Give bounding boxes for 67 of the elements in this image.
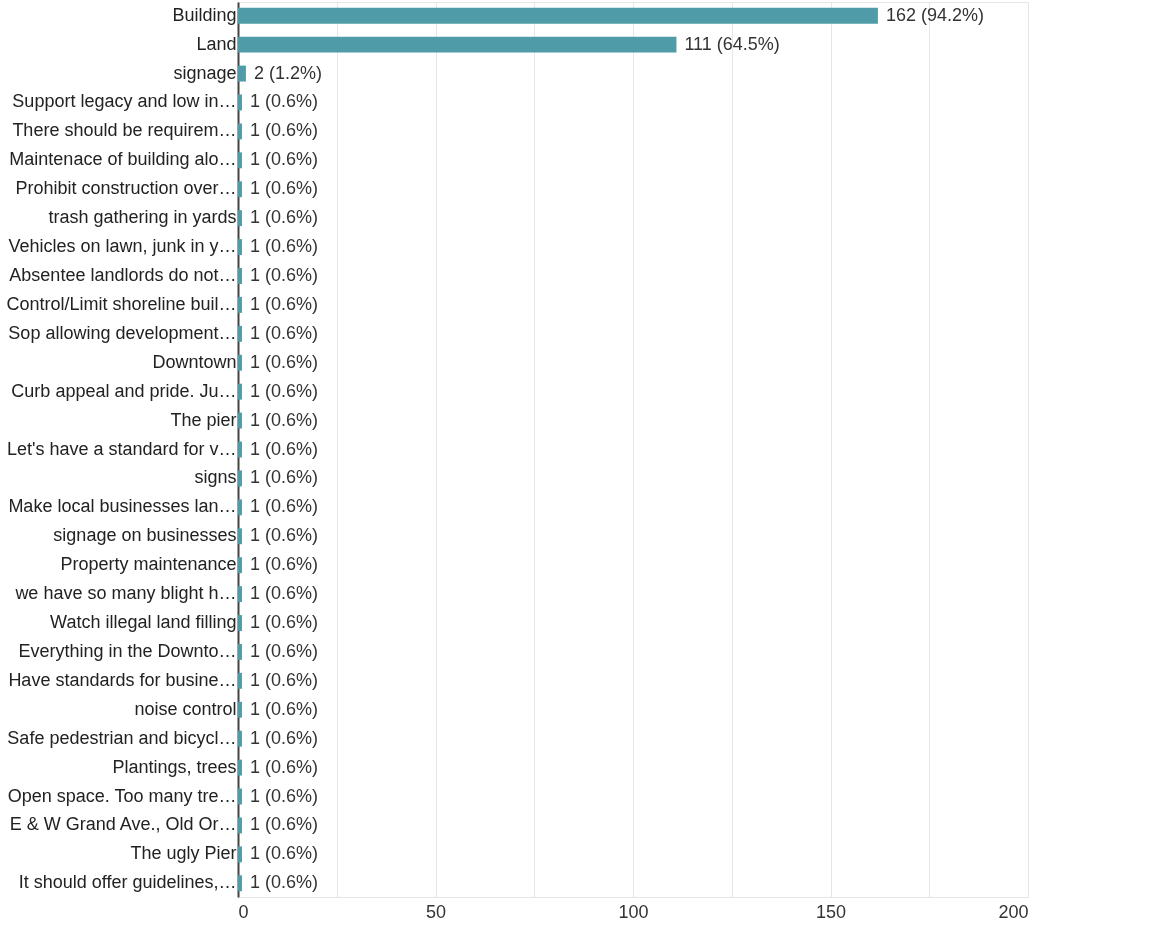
y-tick-label: trash gathering in yards: [48, 207, 237, 228]
y-tick-label: Safe pedestrian and bicycl…: [7, 727, 237, 748]
y-tick-label: Absentee landlords do not…: [9, 264, 237, 285]
y-tick-label: Curb appeal and pride. Ju…: [11, 380, 237, 401]
data-label: 1 (0.6%): [249, 264, 318, 285]
x-tick-label: 200: [998, 901, 1029, 922]
data-label: 1 (0.6%): [249, 467, 318, 488]
data-label: 1 (0.6%): [249, 640, 318, 661]
x-tick-label: 100: [618, 901, 649, 922]
data-label: 1 (0.6%): [249, 91, 318, 112]
y-tick-label: signage on businesses: [53, 525, 237, 546]
data-label: 1 (0.6%): [249, 380, 318, 401]
data-label: 1 (0.6%): [249, 149, 318, 170]
y-tick-label: Land: [196, 33, 237, 54]
y-tick-label: noise control: [134, 698, 237, 719]
y-tick-label: Downtown: [152, 351, 237, 372]
y-tick-label: signs: [194, 467, 237, 488]
y-tick-label: The pier: [170, 409, 237, 430]
data-label: 1 (0.6%): [249, 814, 318, 835]
x-tick-label: 150: [815, 901, 847, 922]
y-tick-label: Open space. Too many tre…: [7, 785, 237, 806]
y-tick-label: Watch illegal land filling: [50, 612, 237, 633]
data-label: 1 (0.6%): [249, 843, 318, 864]
y-tick-label: It should offer guidelines,…: [18, 872, 237, 893]
data-label: 1 (0.6%): [249, 872, 318, 893]
data-label: 1 (0.6%): [249, 293, 318, 314]
x-tick-label: 50: [425, 901, 447, 922]
y-tick-label: There should be requirem…: [12, 120, 237, 141]
data-label: 1 (0.6%): [249, 669, 318, 690]
y-tick-label: we have so many blight h…: [14, 583, 237, 604]
data-label: 1 (0.6%): [249, 496, 318, 517]
data-label: 1 (0.6%): [249, 698, 318, 719]
data-label: 1 (0.6%): [249, 785, 318, 806]
x-tick-label: 0: [238, 901, 249, 922]
data-label: 1 (0.6%): [249, 583, 318, 604]
y-tick-label: Prohibit construction over…: [15, 178, 237, 199]
data-label: 1 (0.6%): [249, 322, 318, 343]
data-label: 1 (0.6%): [249, 409, 318, 430]
data-label: 1 (0.6%): [249, 727, 318, 748]
y-tick-label: Support legacy and low in…: [12, 91, 237, 112]
y-tick-label: E & W Grand Ave., Old Or…: [9, 814, 237, 835]
data-label: 1 (0.6%): [249, 438, 318, 459]
data-label: 1 (0.6%): [249, 207, 318, 228]
y-tick-label: Everything in the Downto…: [18, 640, 237, 661]
data-label: 1 (0.6%): [249, 236, 318, 257]
data-label: 1 (0.6%): [249, 612, 318, 633]
data-label: 2 (1.2%): [253, 62, 322, 83]
y-tick-label: signage: [173, 62, 237, 83]
data-label: 1 (0.6%): [249, 554, 318, 575]
data-label: 1 (0.6%): [249, 178, 318, 199]
y-tick-label: Maintenace of building alo…: [9, 149, 237, 170]
data-label: 1 (0.6%): [249, 525, 318, 546]
data-label: 1 (0.6%): [249, 756, 318, 777]
y-tick-label: Sop allowing development…: [8, 322, 237, 343]
y-tick-label: Make local businesses lan…: [8, 496, 237, 517]
y-tick-label: Property maintenance: [60, 554, 237, 575]
y-tick-label: Building: [172, 4, 237, 25]
y-tick-label: Plantings, trees: [112, 756, 237, 777]
data-label: 1 (0.6%): [249, 351, 318, 372]
data-label: 111 (64.5%): [684, 33, 780, 54]
data-label: 1 (0.6%): [249, 120, 318, 141]
data-label: 162 (94.2%): [885, 4, 984, 25]
y-tick-label: The ugly Pier: [130, 843, 237, 864]
y-tick-label: Have standards for busine…: [8, 669, 237, 690]
y-tick-label: Control/Limit shoreline buil…: [6, 293, 237, 314]
y-tick-label: Vehicles on lawn, junk in y…: [8, 236, 237, 257]
y-tick-label: Let's have a standard for v…: [6, 438, 237, 459]
